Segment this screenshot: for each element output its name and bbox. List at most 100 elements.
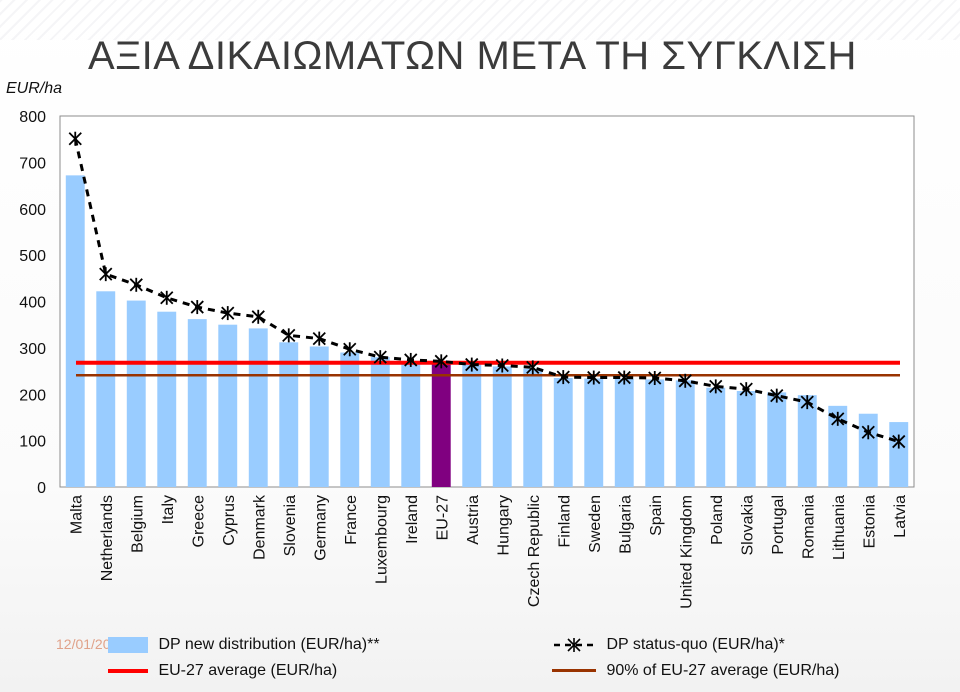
- legend-label-status-quo: DP status-quo (EUR/ha)*: [606, 636, 785, 653]
- bar-belgium: [126, 300, 146, 487]
- status-quo-series-group: [68, 131, 906, 449]
- status-quo-marker: [526, 360, 540, 375]
- x-tick-label: Bulgaria: [617, 495, 634, 554]
- x-tick-label: EU-27: [434, 495, 451, 540]
- bar-portugal: [767, 392, 787, 487]
- status-quo-marker: [68, 131, 82, 146]
- status-quo-marker: [892, 434, 906, 449]
- bar-hungary: [492, 366, 512, 487]
- status-quo-marker: [343, 342, 357, 357]
- header-decoration: [0, 0, 960, 40]
- x-tick-label: Luxembourg: [373, 495, 390, 584]
- x-tick-label: Latvia: [892, 495, 909, 538]
- y-tick-label: 400: [19, 295, 46, 312]
- bar-malta: [65, 175, 85, 488]
- x-tick-label: Italy: [160, 495, 177, 524]
- y-tick-label: 700: [19, 155, 46, 172]
- status-quo-marker: [221, 306, 235, 321]
- bars-group: [65, 175, 909, 488]
- x-tick-label: Czech Republic: [526, 495, 543, 607]
- y-tick-label: 800: [19, 109, 46, 126]
- bar-france: [340, 352, 360, 487]
- legend-item-new-distribution: DP new distribution (EUR/ha)**: [108, 636, 380, 654]
- y-axis-unit-label: EUR/ha: [6, 80, 63, 97]
- x-axis-labels: Malta Netherlands Belgium Italy Greece Cyprus…: [68, 494, 909, 609]
- y-tick-label: 0: [37, 480, 46, 497]
- bar-poland: [706, 387, 726, 487]
- x-tick-label: Austria: [465, 495, 482, 545]
- bar-slovenia: [279, 342, 299, 487]
- x-tick-label: Malta: [68, 495, 85, 534]
- bar-finland: [553, 378, 573, 487]
- status-quo-marker: [617, 370, 631, 385]
- legend-label-new-distribution: DP new distribution (EUR/ha)**: [158, 636, 380, 653]
- status-quo-marker: [739, 382, 753, 397]
- legend-item-eu27-average: EU-27 average (EUR/ha): [108, 662, 337, 680]
- bar-romania: [797, 395, 817, 487]
- status-quo-marker: [99, 267, 113, 282]
- status-quo-marker: [861, 425, 875, 440]
- status-quo-marker: [190, 300, 204, 315]
- status-quo-marker: [800, 395, 814, 410]
- y-axis-ticks: 0 100 200 300 400 500 600 700 800: [19, 109, 46, 497]
- x-tick-label: Germany: [312, 495, 329, 561]
- x-tick-label: Netherlands: [99, 495, 116, 581]
- status-quo-marker: [587, 370, 601, 385]
- x-tick-label: Lithuania: [831, 495, 848, 560]
- status-quo-line: [73, 138, 900, 443]
- x-tick-label: Estonia: [861, 495, 878, 548]
- status-quo-marker: [648, 371, 662, 386]
- slide-title: ΑΞΙΑ ΔΙΚΑΙΩΜΑΤΩΝ ΜΕΤΑ ΤΗ ΣΥΓΚΛΙΣΗ: [88, 34, 857, 78]
- x-tick-label: Slovakia: [739, 495, 756, 556]
- x-tick-label: Hungary: [495, 495, 512, 555]
- y-tick-label: 200: [19, 387, 46, 404]
- status-quo-marker: [282, 328, 296, 343]
- bar-lithuania: [828, 405, 848, 487]
- x-tick-label: Portugal: [770, 495, 787, 555]
- bar-united-kingdom: [675, 380, 695, 487]
- average-lines-group: [76, 360, 900, 377]
- bar-czech-republic: [523, 368, 543, 487]
- status-quo-marker: [831, 411, 845, 426]
- bar-slovakia: [736, 391, 756, 487]
- y-tick-label: 100: [19, 434, 46, 451]
- status-quo-marker: [709, 379, 723, 394]
- legend-item-eu27-90pct: 90% of EU-27 average (EUR/ha): [552, 662, 839, 680]
- bar-eu-27: [431, 362, 451, 487]
- legend-swatch-bar: [108, 636, 148, 653]
- x-tick-label: France: [343, 495, 360, 545]
- x-tick-label: Ireland: [404, 495, 421, 544]
- status-quo-marker: [251, 309, 265, 324]
- bar-cyprus: [218, 324, 238, 487]
- y-tick-label: 300: [19, 341, 46, 358]
- bar-latvia: [889, 422, 909, 487]
- x-tick-label: Romania: [800, 495, 817, 559]
- status-quo-marker: [404, 352, 418, 367]
- status-quo-marker: [160, 290, 174, 305]
- x-tick-label: Finland: [556, 495, 573, 547]
- bar-germany: [309, 346, 329, 487]
- bar-estonia: [858, 413, 878, 487]
- x-tick-label: Cyprus: [221, 495, 238, 546]
- bar-netherlands: [96, 291, 116, 487]
- legend-label-eu27-90pct: 90% of EU-27 average (EUR/ha): [606, 662, 840, 679]
- bar-italy: [157, 311, 177, 487]
- x-tick-label: Denmark: [251, 494, 268, 560]
- x-tick-label: Slovenia: [282, 495, 299, 556]
- status-quo-marker: [129, 277, 143, 292]
- bar-sweden: [584, 378, 604, 487]
- bar-greece: [187, 319, 207, 487]
- legend-swatch-90pct-line: [552, 669, 596, 673]
- bar-bulgaria: [614, 378, 634, 487]
- y-tick-label: 600: [19, 202, 46, 219]
- status-quo-marker: [495, 358, 509, 373]
- y-tick-label: 500: [19, 248, 46, 265]
- bar-denmark: [248, 328, 268, 487]
- legend-item-status-quo: DP status-quo (EUR/ha)*: [552, 636, 785, 654]
- x-tick-label: Poland: [709, 495, 726, 545]
- legend-swatch-eu27-line: [108, 668, 148, 673]
- status-quo-marker: [434, 354, 448, 369]
- status-quo-marker: [312, 331, 326, 346]
- status-quo-marker: [678, 373, 692, 388]
